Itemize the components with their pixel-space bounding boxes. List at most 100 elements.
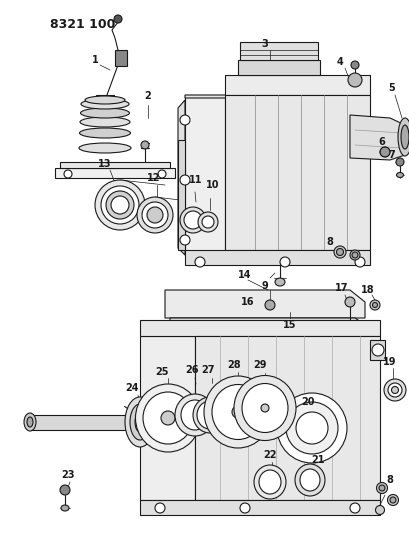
- Ellipse shape: [369, 300, 379, 310]
- Circle shape: [347, 73, 361, 87]
- Circle shape: [64, 170, 72, 178]
- Ellipse shape: [135, 412, 145, 432]
- Ellipse shape: [241, 384, 287, 432]
- Circle shape: [395, 158, 403, 166]
- Polygon shape: [139, 500, 379, 515]
- Text: 8: 8: [326, 237, 333, 247]
- Ellipse shape: [27, 417, 33, 427]
- Text: 12: 12: [147, 173, 160, 183]
- Text: 22: 22: [263, 450, 276, 460]
- Circle shape: [157, 170, 166, 178]
- Polygon shape: [184, 75, 264, 98]
- Text: 26: 26: [185, 365, 198, 375]
- Polygon shape: [139, 320, 379, 336]
- Text: 7: 7: [388, 150, 394, 160]
- Ellipse shape: [125, 397, 155, 447]
- Ellipse shape: [231, 406, 243, 418]
- Text: 19: 19: [382, 357, 396, 367]
- Ellipse shape: [198, 212, 218, 232]
- Ellipse shape: [378, 485, 384, 491]
- Circle shape: [379, 147, 389, 157]
- Circle shape: [114, 15, 122, 23]
- Text: 28: 28: [227, 360, 240, 370]
- Ellipse shape: [202, 216, 213, 228]
- Ellipse shape: [204, 376, 271, 448]
- Text: 15: 15: [283, 320, 296, 330]
- Ellipse shape: [333, 246, 345, 258]
- Text: 23: 23: [61, 470, 74, 480]
- Text: 10: 10: [206, 180, 219, 190]
- Ellipse shape: [184, 211, 202, 229]
- Ellipse shape: [24, 413, 36, 431]
- Circle shape: [180, 235, 189, 245]
- Ellipse shape: [383, 379, 405, 401]
- Text: 27: 27: [201, 365, 214, 375]
- Circle shape: [264, 300, 274, 310]
- Circle shape: [195, 257, 204, 267]
- Ellipse shape: [299, 469, 319, 491]
- Polygon shape: [237, 60, 319, 75]
- Ellipse shape: [80, 117, 130, 127]
- Text: 17: 17: [335, 283, 348, 293]
- Ellipse shape: [79, 128, 130, 138]
- Ellipse shape: [106, 191, 134, 219]
- Circle shape: [239, 503, 249, 513]
- Ellipse shape: [261, 404, 268, 412]
- Ellipse shape: [61, 505, 69, 511]
- Text: 18: 18: [360, 285, 374, 295]
- Circle shape: [60, 485, 70, 495]
- Polygon shape: [60, 162, 170, 168]
- Text: 4: 4: [336, 57, 343, 67]
- Ellipse shape: [180, 400, 209, 430]
- Ellipse shape: [137, 197, 173, 233]
- Ellipse shape: [180, 207, 205, 233]
- Ellipse shape: [80, 108, 129, 118]
- Ellipse shape: [400, 125, 408, 149]
- Ellipse shape: [397, 118, 409, 156]
- Circle shape: [285, 402, 337, 454]
- Circle shape: [279, 257, 289, 267]
- Text: 8321 100: 8321 100: [50, 18, 115, 31]
- Polygon shape: [239, 42, 317, 60]
- Circle shape: [276, 393, 346, 463]
- Bar: [115, 50, 127, 66]
- Polygon shape: [55, 168, 175, 178]
- Ellipse shape: [351, 252, 357, 258]
- Ellipse shape: [375, 482, 387, 494]
- Ellipse shape: [101, 186, 139, 224]
- Ellipse shape: [387, 495, 398, 505]
- Text: 3: 3: [261, 39, 268, 49]
- Circle shape: [354, 257, 364, 267]
- Circle shape: [371, 344, 383, 356]
- Ellipse shape: [85, 96, 125, 104]
- Text: 25: 25: [155, 367, 169, 377]
- Ellipse shape: [274, 278, 284, 286]
- Ellipse shape: [254, 465, 285, 499]
- Ellipse shape: [375, 505, 384, 514]
- Ellipse shape: [258, 470, 280, 494]
- Ellipse shape: [142, 202, 168, 228]
- Text: 1: 1: [91, 55, 98, 65]
- Text: 20: 20: [301, 397, 314, 407]
- Circle shape: [344, 297, 354, 307]
- Circle shape: [155, 503, 164, 513]
- Ellipse shape: [389, 497, 395, 503]
- Ellipse shape: [161, 411, 175, 425]
- Text: 2: 2: [144, 91, 151, 101]
- Text: 8: 8: [386, 475, 393, 485]
- Ellipse shape: [196, 401, 222, 429]
- Ellipse shape: [95, 180, 145, 230]
- Circle shape: [295, 412, 327, 444]
- Circle shape: [180, 175, 189, 185]
- Ellipse shape: [396, 173, 402, 177]
- Ellipse shape: [372, 303, 377, 308]
- Text: 14: 14: [238, 270, 251, 280]
- Polygon shape: [349, 115, 404, 160]
- Polygon shape: [178, 140, 184, 250]
- Text: 21: 21: [310, 455, 324, 465]
- Polygon shape: [178, 100, 184, 255]
- Text: 24: 24: [125, 383, 138, 393]
- Ellipse shape: [135, 384, 200, 452]
- Polygon shape: [139, 336, 195, 500]
- Circle shape: [141, 141, 148, 149]
